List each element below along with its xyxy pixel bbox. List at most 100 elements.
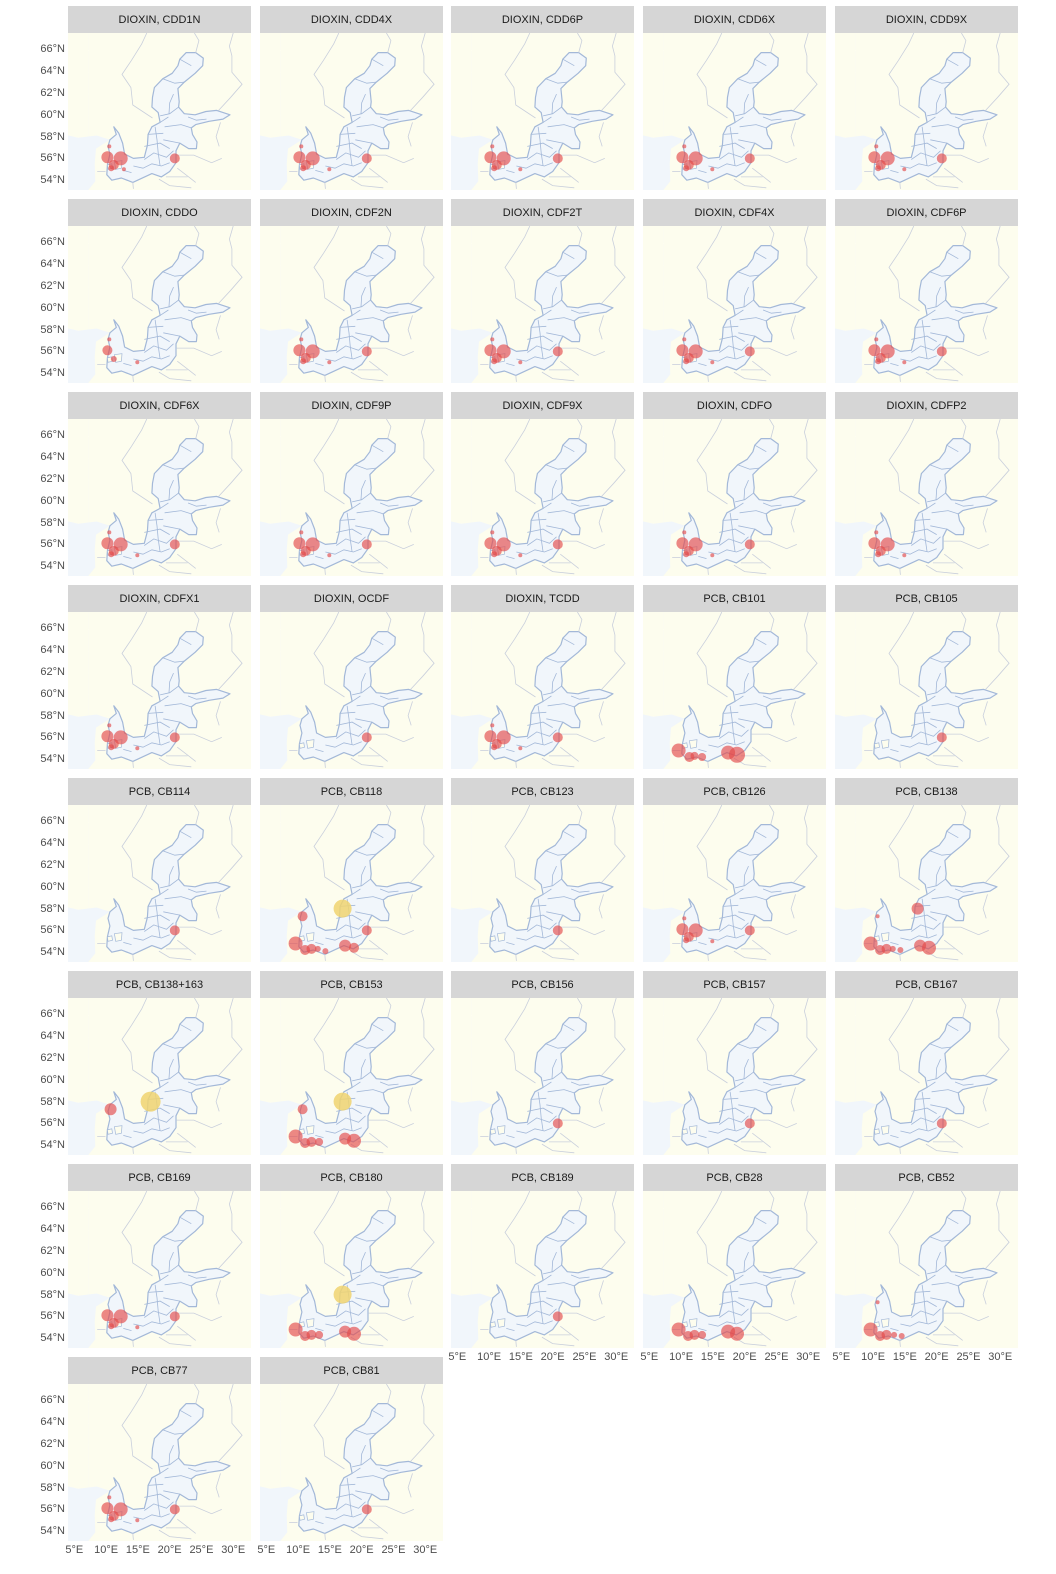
basin-boundary [743, 1058, 749, 1079]
sample-point [889, 945, 896, 952]
x-tick-label: 5°E [448, 1351, 467, 1363]
basin-boundary [935, 672, 941, 693]
land-area [451, 805, 472, 910]
basin-boundary [734, 502, 744, 509]
country-border [793, 612, 818, 690]
country-border [132, 761, 134, 768]
x-tick-label: 10°E [286, 1544, 311, 1556]
land-area [260, 1384, 281, 1489]
sample-point [484, 344, 497, 357]
basin-boundary [144, 721, 170, 728]
basin-boundary [162, 271, 185, 277]
basin-boundary [545, 78, 568, 84]
country-border [194, 419, 200, 439]
baltic-sea [873, 245, 998, 376]
sample-point [104, 1103, 117, 1116]
country-border [177, 1132, 196, 1148]
basin-boundary [926, 502, 936, 509]
map-plot [68, 1384, 251, 1541]
basin-boundary [738, 1104, 755, 1109]
country-border [177, 553, 196, 569]
sample-point [744, 346, 755, 357]
basin-boundary [708, 162, 745, 169]
island [496, 1125, 506, 1135]
facet-panel: PCB, CB123 [451, 778, 634, 962]
sample-point [676, 537, 689, 550]
basin-boundary [739, 703, 767, 708]
sample-point [710, 167, 715, 172]
basin-boundary [698, 1328, 707, 1331]
country-border [961, 226, 967, 246]
basin-boundary [340, 518, 356, 521]
basin-boundary [516, 1320, 553, 1327]
map-plot [835, 419, 1018, 576]
basin-boundary [356, 1089, 384, 1094]
basin-boundary [545, 657, 568, 663]
basin-boundary [336, 142, 362, 149]
basin-boundary [735, 299, 754, 310]
basin-boundary [719, 721, 745, 728]
sample-point [936, 1118, 947, 1129]
land-area [643, 226, 664, 331]
basin-boundary [562, 444, 575, 453]
basin-boundary [133, 355, 170, 362]
country-border [176, 1119, 222, 1129]
country-border [899, 375, 901, 382]
facet-panel: PCB, CB81 [260, 1357, 443, 1541]
country-border [504, 998, 536, 1084]
sample-point [101, 151, 114, 164]
land-area [451, 612, 472, 717]
land-area [68, 998, 89, 1103]
country-border [368, 347, 414, 357]
basin-boundary [911, 729, 941, 739]
basin-boundary [379, 502, 399, 507]
sample-point [484, 730, 497, 743]
map-plot [643, 226, 826, 383]
land-area [68, 612, 89, 717]
country-border [386, 1384, 392, 1404]
island [299, 742, 305, 749]
sample-point [698, 753, 707, 761]
sample-point [347, 1133, 361, 1148]
country-border [577, 419, 583, 439]
basin-boundary [562, 1023, 575, 1032]
country-border [751, 1119, 797, 1129]
country-border [733, 371, 767, 382]
basin-boundary [516, 548, 553, 555]
island [490, 1128, 496, 1135]
basin-boundary [179, 830, 192, 839]
north-sea [835, 521, 877, 576]
map-plot [260, 1384, 443, 1541]
y-tick-label: 58°N [40, 1481, 65, 1494]
land-area [643, 998, 664, 1103]
map-plot [643, 33, 826, 190]
basin-boundary [545, 1043, 568, 1049]
basin-boundary [506, 749, 515, 752]
basin-boundary [354, 1429, 377, 1435]
country-border [368, 1505, 414, 1515]
country-border [961, 805, 967, 825]
basin-boundary [930, 525, 947, 530]
land-area [643, 1191, 664, 1296]
basin-boundary [168, 1251, 174, 1272]
baltic-sea [489, 824, 614, 955]
island [682, 1128, 688, 1135]
basin-boundary [325, 741, 362, 748]
basin-boundary [159, 888, 169, 895]
country-border [368, 540, 414, 550]
country-border [751, 347, 797, 357]
map-plot [643, 419, 826, 576]
basin-boundary [527, 914, 553, 921]
baltic-sea [489, 631, 614, 762]
country-border [218, 33, 243, 111]
basin-boundary [900, 355, 937, 362]
sample-point [936, 346, 947, 357]
basin-boundary [719, 914, 745, 921]
basin-boundary [340, 1483, 356, 1486]
basin-boundary [163, 1104, 180, 1109]
basin-boundary [698, 556, 707, 559]
facet-title: PCB, CB138+163 [68, 971, 251, 998]
basin-boundary [379, 309, 399, 314]
basin-boundary [930, 1104, 947, 1109]
country-border [324, 182, 326, 189]
